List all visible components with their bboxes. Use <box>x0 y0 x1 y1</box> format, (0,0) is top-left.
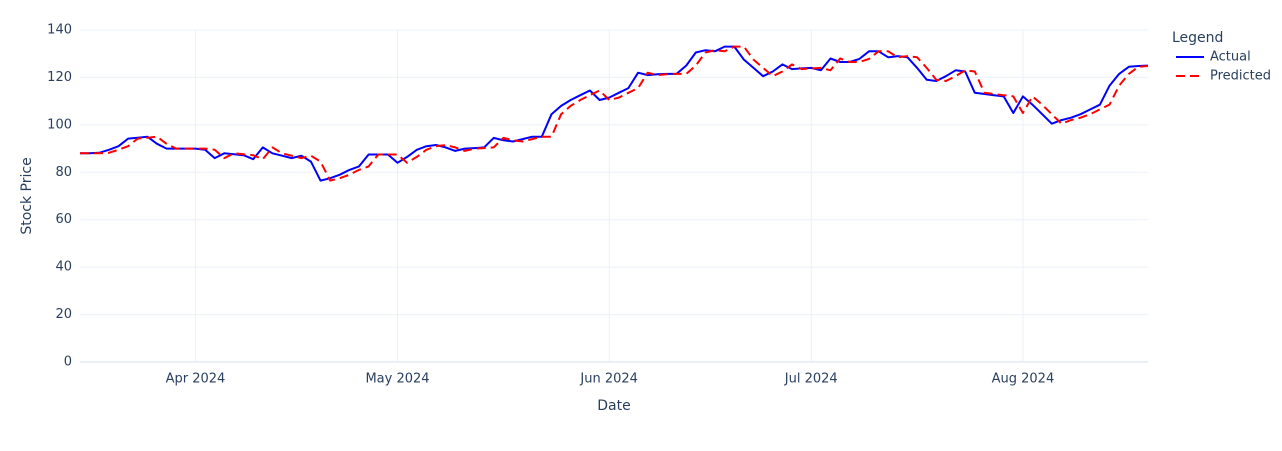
legend-label: Predicted <box>1210 69 1271 84</box>
y-tick-label: 80 <box>55 165 72 180</box>
legend-label: Actual <box>1210 50 1251 65</box>
y-tick-label: 0 <box>64 355 72 370</box>
x-tick-label: May 2024 <box>365 372 429 387</box>
legend-title: Legend <box>1172 30 1223 46</box>
x-tick-label: Jul 2024 <box>784 372 838 387</box>
y-tick-label: 140 <box>47 23 72 38</box>
x-tick-label: Jun 2024 <box>579 372 638 387</box>
series-line <box>80 45 1149 182</box>
y-tick-label: 60 <box>55 212 72 227</box>
y-tick-label: 40 <box>55 260 72 275</box>
x-tick-label: Aug 2024 <box>992 372 1055 387</box>
x-tick-label: Apr 2024 <box>166 372 226 387</box>
x-axis-title: Date <box>597 398 630 414</box>
y-tick-label: 20 <box>55 307 72 322</box>
y-axis-title: Stock Price <box>19 157 35 234</box>
y-tick-label: 100 <box>47 117 72 132</box>
y-tick-label: 120 <box>47 70 72 85</box>
series-line <box>80 45 1149 182</box>
